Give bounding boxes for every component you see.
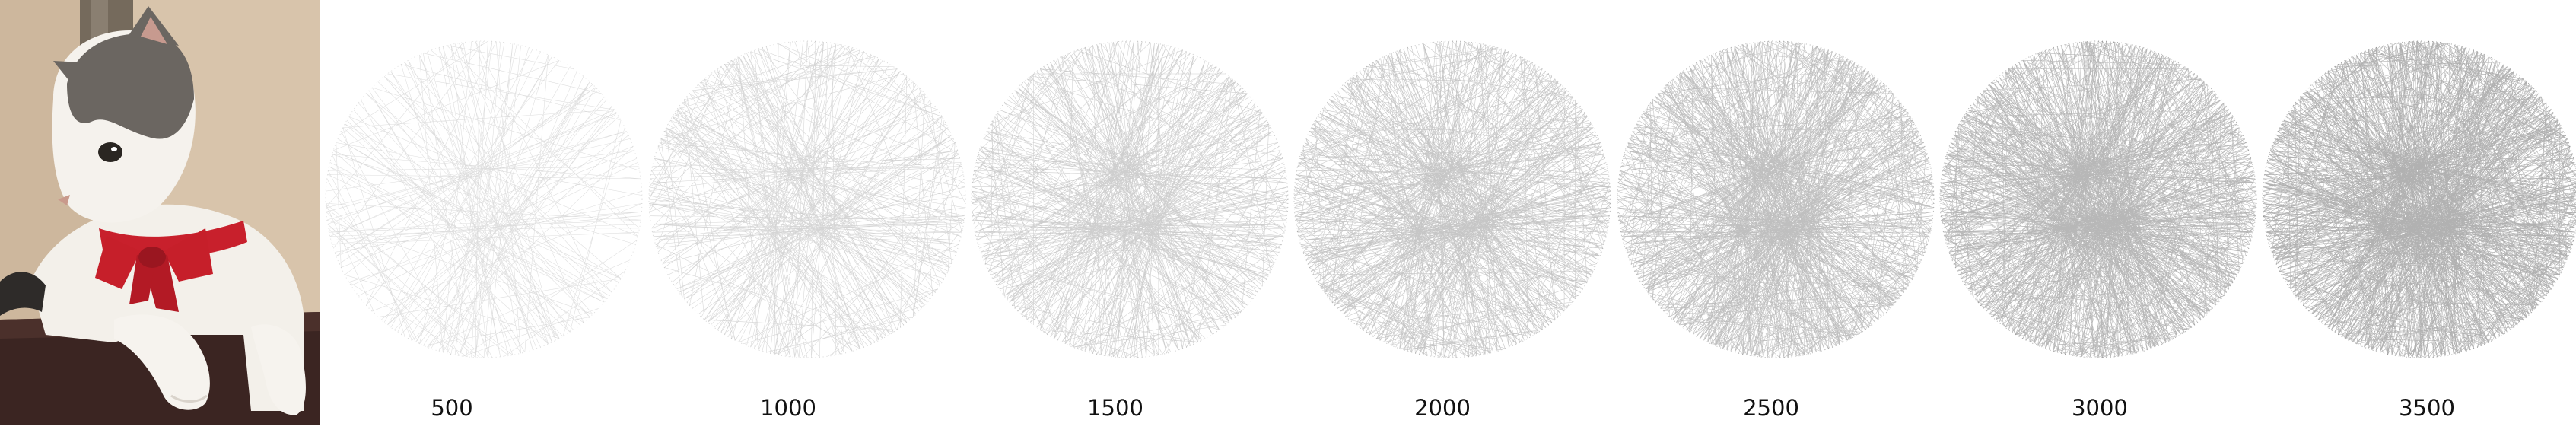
thread-lines bbox=[1617, 40, 1935, 358]
caption-1000: 1000 bbox=[760, 395, 816, 421]
string-art-3000 bbox=[1937, 38, 2260, 361]
caption-3500: 3500 bbox=[2399, 395, 2455, 421]
string-art-1000 bbox=[646, 38, 968, 361]
string-art-500 bbox=[323, 38, 645, 361]
string-art-1500 bbox=[968, 38, 1291, 361]
thread-lines bbox=[648, 40, 966, 358]
thread-lines bbox=[325, 40, 643, 358]
thread-lines bbox=[1293, 40, 1611, 358]
caption-2000: 2000 bbox=[1414, 395, 1471, 421]
pin-ring bbox=[325, 40, 643, 358]
string-art-2500 bbox=[1614, 38, 1937, 361]
pin-ring bbox=[1939, 40, 2257, 358]
pin-ring bbox=[1293, 40, 1611, 358]
caption-3000: 3000 bbox=[2072, 395, 2128, 421]
caption-2500: 2500 bbox=[1743, 395, 1799, 421]
caption-1500: 1500 bbox=[1087, 395, 1143, 421]
thread-lines bbox=[2262, 40, 2576, 358]
pin-ring bbox=[971, 40, 1289, 358]
thread-lines bbox=[1939, 40, 2257, 358]
caption-500: 500 bbox=[431, 395, 473, 421]
pin-ring bbox=[1617, 40, 1935, 358]
thread-lines bbox=[971, 40, 1289, 358]
source-photo bbox=[0, 0, 320, 425]
string-art-3500 bbox=[2260, 38, 2576, 361]
pin-ring bbox=[648, 40, 966, 358]
string-art-2000 bbox=[1291, 38, 1614, 361]
